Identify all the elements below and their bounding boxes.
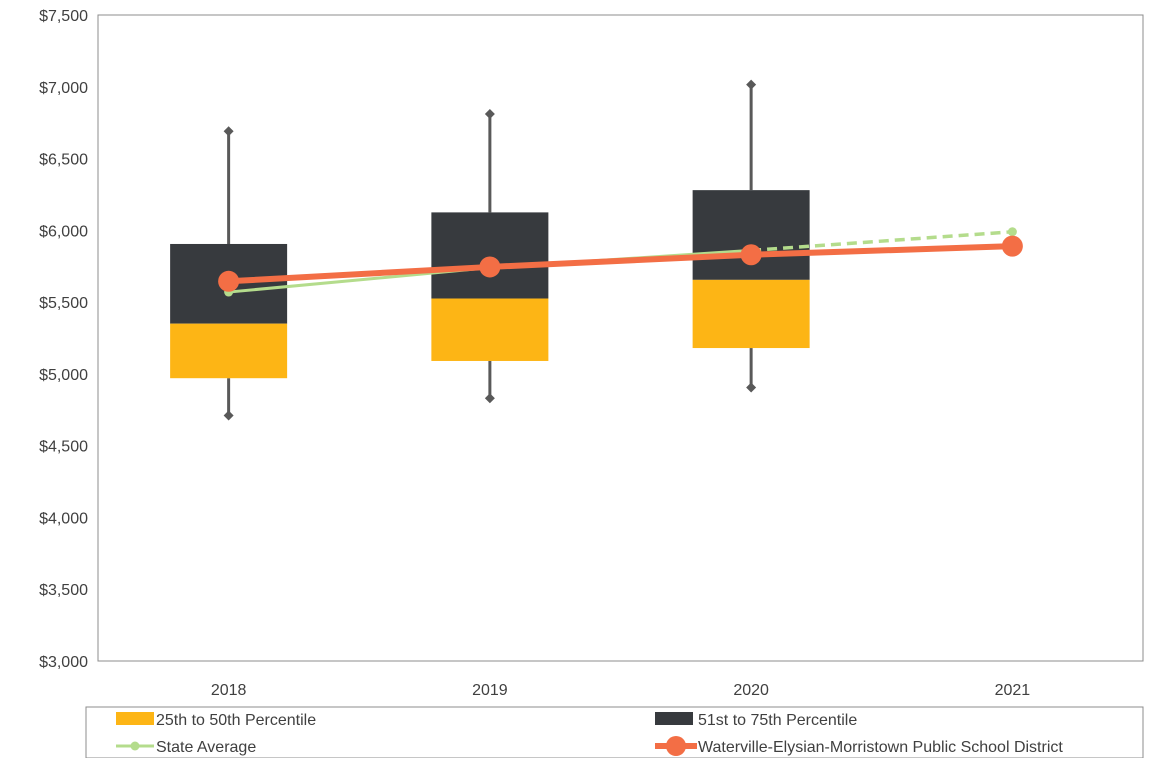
y-tick-label: $6,500 bbox=[39, 152, 88, 169]
legend-label: 25th to 50th Percentile bbox=[156, 712, 316, 729]
y-tick-label: $3,000 bbox=[39, 654, 88, 671]
legend: 25th to 50th Percentile 51st to 75th Perc… bbox=[85, 706, 1144, 759]
x-tick-label: 2020 bbox=[733, 682, 769, 699]
district-point bbox=[1001, 235, 1023, 257]
district-line bbox=[228, 243, 1013, 285]
box-2019 bbox=[431, 109, 549, 404]
legend-marker bbox=[130, 741, 140, 751]
legend-item-upper-quartile: 51st to 75th Percentile bbox=[655, 712, 857, 729]
y-tick-label: $7,000 bbox=[39, 80, 88, 97]
y-tick-label: $4,000 bbox=[39, 510, 88, 527]
y-axis: $3,000 $3,500 $4,000 $4,500 $5,000 $5,500 $6,0… bbox=[39, 8, 88, 671]
y-tick-label: $6,000 bbox=[39, 223, 88, 240]
x-axis: 2018 2019 2020 2021 bbox=[211, 682, 1030, 699]
box-lower-quartile bbox=[431, 298, 549, 361]
x-tick-label: 2018 bbox=[211, 682, 247, 699]
y-tick-label: $5,500 bbox=[39, 295, 88, 312]
series-district bbox=[218, 235, 1023, 292]
district-point bbox=[218, 270, 240, 292]
y-tick-label: $3,500 bbox=[39, 582, 88, 599]
y-tick-label: $4,500 bbox=[39, 439, 88, 456]
legend-item-lower-quartile: 25th to 50th Percentile bbox=[116, 712, 316, 729]
legend-label: Waterville-Elysian-Morristown Public Sch… bbox=[698, 739, 1063, 756]
district-point bbox=[479, 256, 501, 278]
legend-item-district: Waterville-Elysian-Morristown Public Sch… bbox=[655, 736, 1063, 756]
legend-label: State Average bbox=[156, 739, 256, 756]
legend-marker bbox=[666, 736, 686, 756]
box-upper-quartile bbox=[692, 190, 810, 280]
plot-area bbox=[97, 14, 1144, 662]
legend-swatch bbox=[655, 712, 693, 725]
box-2020 bbox=[692, 79, 810, 393]
max-marker bbox=[484, 109, 495, 120]
min-marker bbox=[223, 410, 234, 421]
legend-item-state-average: State Average bbox=[116, 739, 256, 756]
max-marker bbox=[223, 126, 234, 137]
box-2018 bbox=[170, 126, 288, 421]
district-point bbox=[740, 244, 762, 266]
y-tick-label: $5,000 bbox=[39, 367, 88, 384]
y-tick-label: $7,500 bbox=[39, 8, 88, 25]
legend-swatch bbox=[116, 712, 154, 725]
x-tick-label: 2019 bbox=[472, 682, 508, 699]
box-series bbox=[170, 79, 810, 421]
min-marker bbox=[746, 382, 757, 393]
state-average-line-dashed bbox=[751, 230, 1013, 253]
max-marker bbox=[746, 79, 757, 90]
legend-label: 51st to 75th Percentile bbox=[698, 712, 857, 729]
line-series bbox=[218, 227, 1023, 297]
box-upper-quartile bbox=[431, 212, 549, 299]
box-lower-quartile bbox=[170, 323, 288, 379]
box-lower-quartile bbox=[692, 279, 810, 349]
x-tick-label: 2021 bbox=[995, 682, 1031, 699]
plot-border bbox=[97, 14, 1144, 662]
min-marker bbox=[484, 393, 495, 404]
state-average-point bbox=[1007, 227, 1017, 237]
